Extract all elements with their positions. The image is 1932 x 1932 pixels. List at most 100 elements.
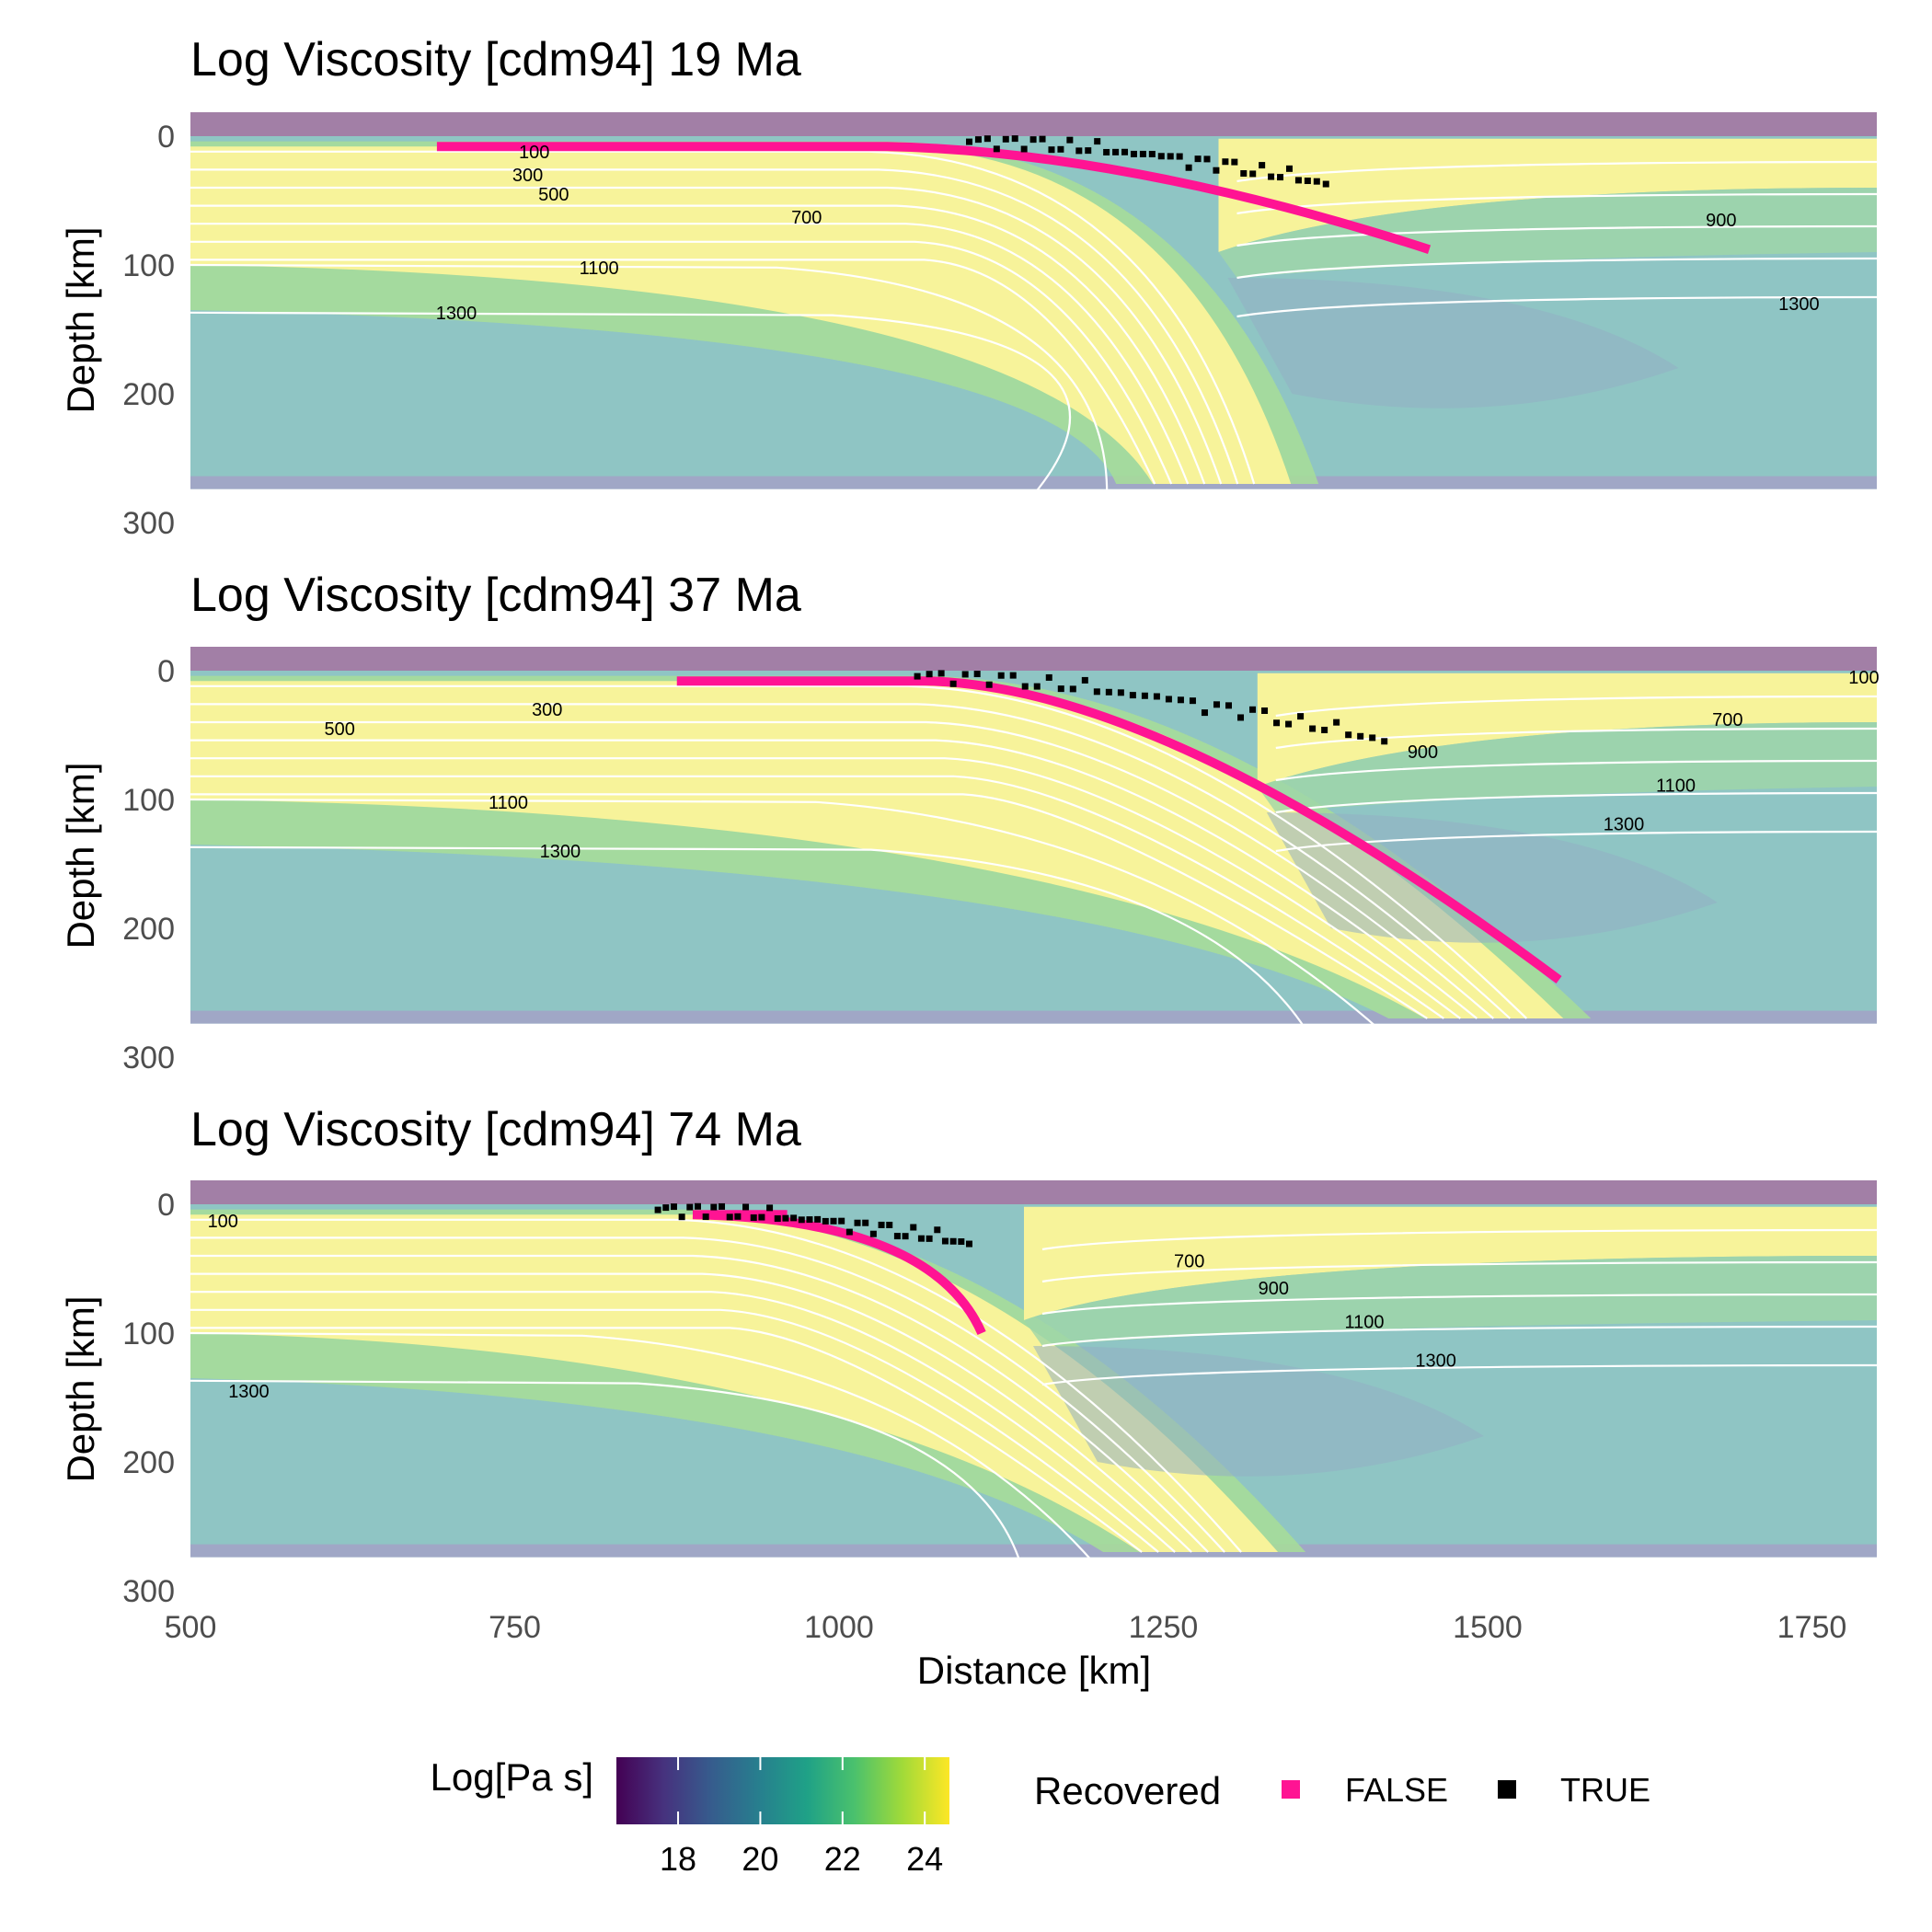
- contour-label: 1300: [540, 842, 581, 862]
- recovered-true-marker: [1033, 683, 1041, 690]
- recovered-true-marker: [914, 673, 921, 680]
- recovered-true-marker: [1313, 178, 1320, 185]
- recovered-true-marker: [1057, 145, 1064, 153]
- bottom-boundary: [190, 1010, 1877, 1024]
- recovered-true-marker: [886, 1222, 893, 1229]
- bottom-boundary: [190, 476, 1877, 489]
- x-axis-label: Distance [km]: [917, 1649, 1151, 1692]
- legend-label-false: FALSE: [1345, 1771, 1448, 1809]
- isotherm-contour-overriding: [1275, 791, 1878, 814]
- isotherm-contour-overriding: [1041, 1260, 1878, 1283]
- isotherm-contour-overriding: [1236, 224, 1878, 247]
- mantle-wedge-low-viscosity: [1266, 812, 1718, 943]
- isotherm-contour: [190, 259, 1156, 485]
- y-tick-label: 0: [157, 120, 175, 155]
- isotherm-contour: [190, 775, 1444, 1019]
- contour-label: 1300: [1778, 294, 1820, 315]
- recovered-true-marker: [869, 1230, 877, 1237]
- sticky-air-layer: [190, 647, 1877, 671]
- y-tick-label: 300: [122, 1041, 175, 1075]
- recovered-true-marker: [814, 1215, 822, 1223]
- recovered-true-marker: [983, 135, 991, 143]
- recovered-true-marker: [1139, 150, 1146, 157]
- y-tick-label: 100: [122, 783, 175, 818]
- y-tick-label: 0: [157, 654, 175, 689]
- legend-label-true: TRUE: [1560, 1771, 1650, 1809]
- recovered-true-marker: [878, 1221, 885, 1228]
- colorbar-tick-label: 24: [906, 1840, 943, 1878]
- isotherm-contour: [190, 1218, 1242, 1553]
- isotherm-contour-overriding: [1275, 695, 1878, 718]
- y-tick-label: 200: [122, 377, 175, 412]
- isotherm-contour-deep: [190, 1331, 1095, 1564]
- recovered-true-marker: [774, 1215, 781, 1223]
- isotherm-contour-deep: [190, 1379, 1022, 1564]
- contour-label: 100: [208, 1212, 238, 1232]
- y-tick-label: 200: [122, 1445, 175, 1480]
- recovered-true-marker: [893, 1233, 901, 1240]
- panel-2-title: Log Viscosity [cdm94] 37 Ma: [190, 569, 801, 622]
- recovered-true-marker: [1105, 688, 1112, 696]
- x-tick-label: 750: [489, 1610, 541, 1645]
- recovered-true-marker: [790, 1214, 798, 1222]
- colorbar-tick-label: 22: [824, 1840, 861, 1878]
- panel-3: Log Viscosity [cdm94] 74 Ma 100 1300 700 90…: [59, 1103, 1878, 1609]
- recovered-true-marker: [1261, 707, 1269, 715]
- recovered-true-marker: [670, 1203, 677, 1211]
- panel-3-y-axis: 0 100 200 300: [122, 1188, 175, 1609]
- downgoing-plate: [190, 1214, 1279, 1552]
- isotherm-contour: [190, 1254, 1209, 1553]
- isotherm-contour: [190, 757, 1461, 1019]
- panel-2-ylabel: Depth [km]: [59, 762, 102, 949]
- recovered-true-marker: [1057, 685, 1064, 693]
- recovered-true-marker: [1094, 138, 1101, 145]
- recovered-true-marker: [1322, 180, 1329, 188]
- isotherm-contour: [190, 168, 1239, 485]
- recovered-true-marker: [1103, 148, 1110, 155]
- isotherm-contour-deep: [190, 798, 1381, 1030]
- isotherm-contour-overriding: [1275, 830, 1878, 853]
- recovered-true-marker: [917, 1235, 925, 1242]
- colorbar-tick-label: 18: [660, 1840, 696, 1878]
- recovered-true-marker: [1141, 692, 1148, 699]
- colorbar-gradient: [616, 1757, 949, 1824]
- panel-2-plot-area: 300 500 1100 1300 100 700 900 1100 1300: [190, 647, 1880, 1030]
- recovered-true-marker: [1093, 688, 1100, 696]
- recovered-true-marker: [1357, 732, 1364, 740]
- recovered-false-markers: [436, 142, 1432, 254]
- recovered-true-marker: [798, 1216, 805, 1224]
- panel-1: Log Viscosity [cdm94] 19 Ma 100300500700…: [59, 33, 1878, 541]
- recovered-true-marker: [1259, 162, 1266, 169]
- isotherm-contour-overriding: [1236, 295, 1878, 318]
- recovered-true-marker: [1117, 689, 1124, 696]
- y-tick-label: 100: [122, 1317, 175, 1351]
- recovered-true-marker: [997, 672, 1005, 679]
- recovered-true-marker: [1075, 147, 1083, 155]
- recovered-true-marker: [1011, 135, 1018, 143]
- colorbar-ticks: 18 20 22 24: [660, 1757, 943, 1878]
- isotherm-contour-deep: [190, 311, 1071, 496]
- overriding-plate: [1218, 138, 1877, 252]
- panel-3-title: Log Viscosity [cdm94] 74 Ma: [190, 1103, 801, 1156]
- mantle-wedge-low-viscosity: [1033, 1346, 1484, 1477]
- colorbar-legend: Log[Pa s] 18 20 22 24: [431, 1755, 949, 1878]
- contour-label: 1100: [1345, 1312, 1385, 1332]
- overriding-plate: [1024, 1206, 1877, 1320]
- contour-label: 300: [532, 700, 562, 720]
- recovered-true-marker: [1304, 178, 1311, 185]
- isotherm-contour: [190, 684, 1528, 1019]
- contour-label: 700: [1174, 1252, 1204, 1272]
- isotherm-contour-deep: [190, 263, 1109, 496]
- x-tick-label: 500: [165, 1610, 217, 1645]
- recovered-true-marker: [1157, 153, 1165, 160]
- recovered-true-marker: [726, 1213, 733, 1221]
- isotherm-contour: [190, 1236, 1225, 1553]
- x-tick-label: 1250: [1129, 1610, 1199, 1645]
- colorbar-title: Log[Pa s]: [431, 1755, 593, 1799]
- recovered-true-marker: [1130, 150, 1137, 157]
- isotherm-contour: [190, 703, 1512, 1019]
- recovered-true-marker: [1020, 145, 1028, 153]
- x-axis: 500 750 1000 1250 1500 1750: [165, 1610, 1847, 1645]
